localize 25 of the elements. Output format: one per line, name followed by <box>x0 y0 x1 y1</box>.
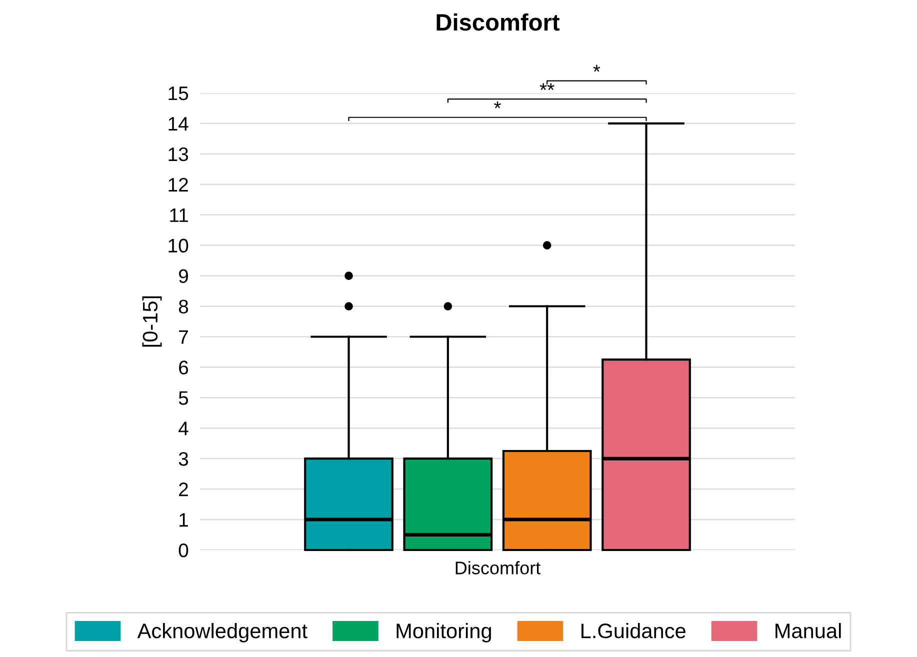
y-tick-label: 4 <box>178 422 188 436</box>
y-tick-label: 12 <box>168 178 188 192</box>
chart-title: Discomfort <box>436 13 560 31</box>
y-tick-label: 6 <box>179 360 188 374</box>
legend-label: L.Guidance <box>582 622 686 638</box>
y-axis-title: [0-15] <box>142 296 162 347</box>
annotation: * <box>494 101 501 108</box>
y-tick-label: 13 <box>168 147 188 162</box>
y-tick-label: 0 <box>178 543 188 558</box>
y-tick-label: 5 <box>178 391 188 405</box>
legend-label: Monitoring <box>396 622 491 642</box>
y-tick-label: 1 <box>180 513 188 527</box>
y-tick-label: 8 <box>178 300 188 314</box>
y-tick-label: 14 <box>168 117 188 131</box>
y-tick-label: 3 <box>178 452 188 466</box>
legend-label: Manual <box>776 622 841 638</box>
y-tick-label: 11 <box>170 208 188 222</box>
y-tick-label: 7 <box>179 330 188 344</box>
legend-label: Acknowledgement <box>137 622 308 642</box>
text: * <box>593 64 600 72</box>
text: ** <box>540 83 554 90</box>
y-tick-label: 15 <box>168 86 188 100</box>
y-tick-label: 2 <box>179 482 188 496</box>
y-tick-label: 9 <box>178 269 188 284</box>
y-tick-label: 10 <box>168 238 188 253</box>
